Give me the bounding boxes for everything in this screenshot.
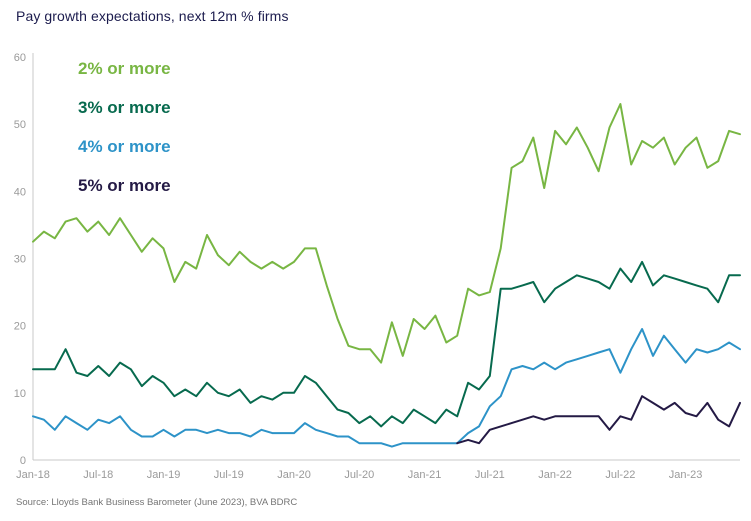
svg-text:Jul-21: Jul-21 — [475, 469, 505, 481]
svg-text:Jul-22: Jul-22 — [605, 469, 635, 481]
legend-item-4pct-or-more: 4% or more — [78, 137, 171, 156]
svg-text:50: 50 — [14, 119, 26, 131]
svg-text:Jul-19: Jul-19 — [214, 469, 244, 481]
svg-text:Jul-18: Jul-18 — [83, 469, 113, 481]
svg-text:Jan-21: Jan-21 — [408, 469, 442, 481]
source-note: Source: Lloyds Bank Business Barometer (… — [16, 497, 298, 508]
svg-text:20: 20 — [14, 321, 26, 333]
svg-text:0: 0 — [20, 455, 26, 467]
svg-text:40: 40 — [14, 186, 26, 198]
svg-text:10: 10 — [14, 388, 26, 400]
legend-item-3pct-or-more: 3% or more — [78, 98, 171, 117]
svg-text:Jan-22: Jan-22 — [538, 469, 572, 481]
svg-text:30: 30 — [14, 254, 26, 266]
svg-text:Jan-23: Jan-23 — [669, 469, 703, 481]
svg-text:Jan-18: Jan-18 — [16, 469, 50, 481]
svg-text:60: 60 — [14, 52, 26, 64]
svg-text:Jul-20: Jul-20 — [344, 469, 374, 481]
legend-item-2pct-or-more: 2% or more — [78, 59, 171, 78]
svg-text:Jan-19: Jan-19 — [147, 469, 181, 481]
svg-text:Jan-20: Jan-20 — [277, 469, 311, 481]
chart-title: Pay growth expectations, next 12m % firm… — [16, 8, 289, 24]
legend-item-5pct-or-more: 5% or more — [78, 176, 171, 195]
chart-legend: 2% or more 3% or more 4% or more 5% or m… — [78, 60, 171, 216]
